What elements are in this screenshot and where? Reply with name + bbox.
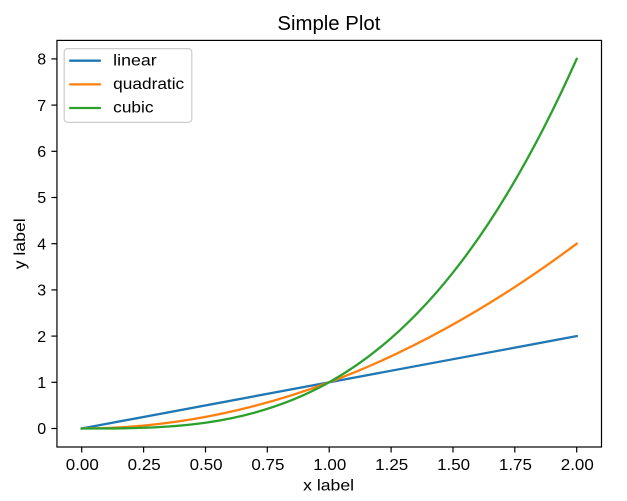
svg-text:1.00: 1.00 (313, 457, 346, 474)
svg-text:0.50: 0.50 (190, 457, 223, 474)
svg-text:x label: x label (303, 478, 354, 495)
svg-text:2: 2 (37, 329, 46, 346)
svg-text:8: 8 (37, 52, 46, 69)
svg-text:7: 7 (37, 98, 46, 115)
svg-text:4: 4 (37, 236, 46, 253)
svg-text:1.25: 1.25 (375, 457, 408, 474)
svg-text:6: 6 (37, 144, 46, 161)
svg-text:Simple Plot: Simple Plot (277, 13, 380, 35)
svg-text:5: 5 (37, 190, 46, 207)
svg-text:1.50: 1.50 (437, 457, 470, 474)
svg-text:linear: linear (113, 52, 157, 69)
svg-text:0: 0 (37, 421, 46, 438)
svg-text:1: 1 (37, 375, 46, 392)
svg-text:y label: y label (12, 218, 29, 269)
svg-text:cubic: cubic (113, 100, 153, 117)
svg-text:0.00: 0.00 (66, 457, 99, 474)
svg-text:1.75: 1.75 (499, 457, 532, 474)
svg-text:0.25: 0.25 (128, 457, 161, 474)
svg-text:quadratic: quadratic (113, 76, 184, 93)
svg-text:0.75: 0.75 (251, 457, 284, 474)
svg-text:2.00: 2.00 (561, 457, 594, 474)
svg-text:3: 3 (37, 283, 46, 300)
